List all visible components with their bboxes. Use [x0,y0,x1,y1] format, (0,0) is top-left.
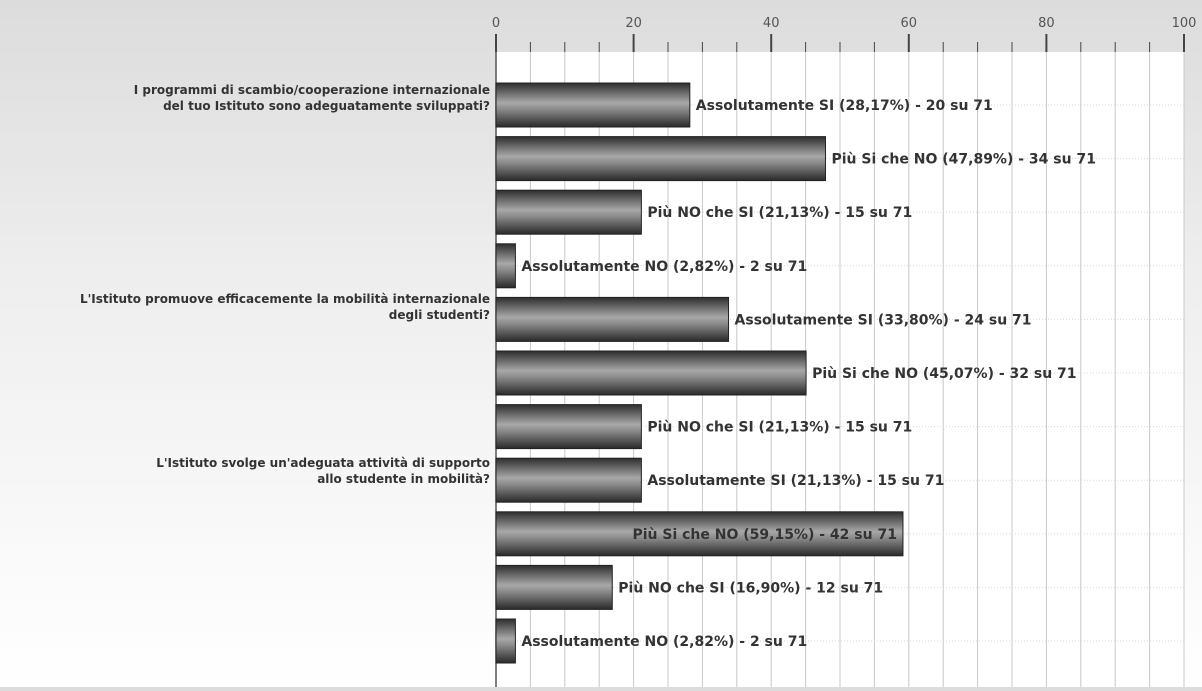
question-label-line: L'Istituto svolge un'adeguata attività d… [156,456,490,470]
question-label-line: L'Istituto promuove efficacemente la mob… [80,292,490,306]
bar [495,82,691,128]
bar-data-label: Assolutamente NO (2,82%) - 2 su 71 [521,634,807,650]
bar [495,457,642,503]
x-tick-label: 80 [1038,16,1055,31]
bar [495,350,807,396]
x-tick-label: 100 [1172,16,1197,31]
question-label: L'Istituto svolge un'adeguata attività d… [156,456,490,486]
bar-data-label: Più NO che SI (16,90%) - 12 su 71 [618,580,883,596]
bar [495,243,516,289]
x-tick-label: 40 [763,16,780,31]
question-label-line: I programmi di scambio/cooperazione inte… [134,83,490,97]
bar [495,136,826,182]
bar [495,618,516,664]
bar-data-label: Assolutamente SI (33,80%) - 24 su 71 [735,312,1032,328]
bar-data-label: Più Si che NO (59,15%) - 42 su 71 [632,527,896,543]
bar-data-label: Assolutamente NO (2,82%) - 2 su 71 [521,259,807,275]
bar [495,189,642,235]
bar-data-label: Più NO che SI (21,13%) - 15 su 71 [647,205,912,221]
bar-data-label: Più Si che NO (45,07%) - 32 su 71 [812,366,1076,382]
x-tick-label: 0 [492,16,500,31]
bar-data-label: Più Si che NO (47,89%) - 34 su 71 [831,152,1095,168]
bar-data-label: Assolutamente SI (28,17%) - 20 su 71 [696,98,993,114]
bar-data-label: Assolutamente SI (21,13%) - 15 su 71 [647,473,944,489]
question-label-line: del tuo Istituto sono adeguatamente svil… [163,99,490,113]
question-label: L'Istituto promuove efficacemente la mob… [80,292,490,322]
bar [495,511,904,557]
x-tick-label: 60 [901,16,918,31]
question-label: I programmi di scambio/cooperazione inte… [134,83,490,113]
bar [495,564,613,610]
bar-data-label: Più NO che SI (21,13%) - 15 su 71 [647,420,912,436]
question-label-line: degli studenti? [389,308,490,322]
bar [495,404,642,450]
question-label-line: allo studente in mobilità? [317,472,490,486]
bar [495,296,730,342]
x-tick-label: 20 [625,16,642,31]
